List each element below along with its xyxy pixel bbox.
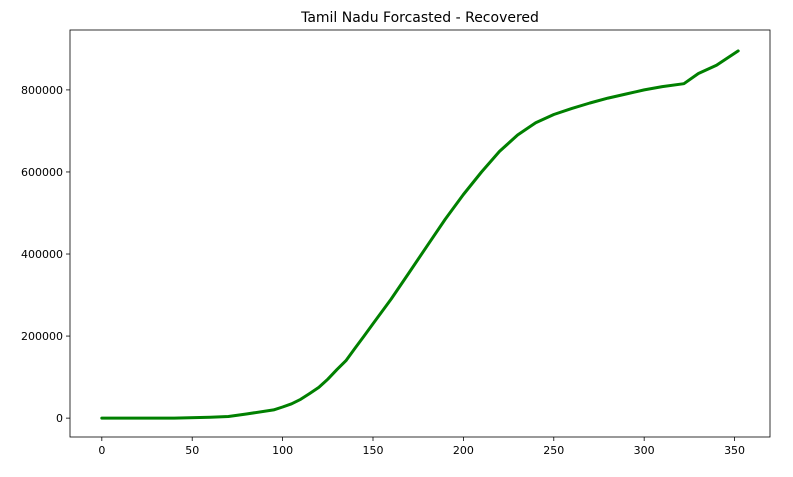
x-tick-label: 0 [98, 444, 105, 457]
series-line [100, 49, 740, 420]
y-tick-label: 200000 [21, 330, 63, 343]
y-tick-label: 400000 [21, 248, 63, 261]
y-axis: 0 200000 400000 600000 800000 [21, 84, 70, 425]
x-tick-label: 150 [362, 444, 383, 457]
axes-frame [69, 29, 771, 438]
y-tick-label: 0 [56, 412, 63, 425]
x-tick-label: 300 [634, 444, 655, 457]
x-tick-label: 200 [453, 444, 474, 457]
y-tick-label: 800000 [21, 84, 63, 97]
x-tick-label: 100 [272, 444, 293, 457]
y-tick-label: 600000 [21, 166, 63, 179]
x-tick-label: 350 [724, 444, 745, 457]
x-tick-label: 50 [185, 444, 199, 457]
x-tick-label: 250 [543, 444, 564, 457]
x-axis: 0 50 100 150 200 250 300 350 [98, 437, 745, 457]
plot-area [100, 49, 740, 420]
chart-title: Tamil Nadu Forcasted - Recovered [300, 10, 539, 26]
